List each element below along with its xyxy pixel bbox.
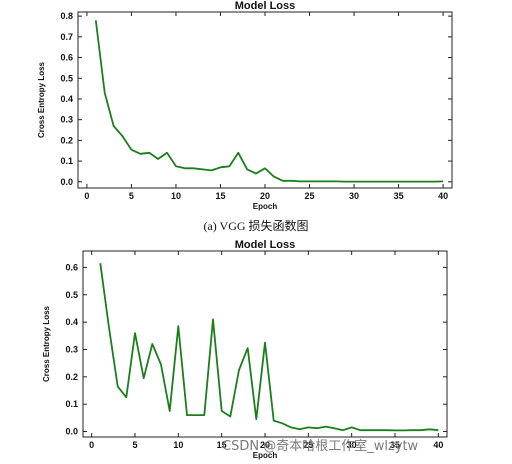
y-tick-label: 0.6 <box>60 53 73 63</box>
x-axis-label: Epoch <box>253 202 278 211</box>
x-tick-label: 0 <box>84 191 89 201</box>
x-tick-label: 5 <box>132 440 137 450</box>
y-tick-label: 0.5 <box>60 73 73 83</box>
y-tick-label: 0.4 <box>60 94 73 104</box>
chart-title: Model Loss <box>235 239 296 251</box>
x-tick-label: 20 <box>260 440 270 450</box>
y-tick-label: 0.3 <box>60 115 73 125</box>
chart-bottom: Model Loss 0 5 10 15 20 25 30 35 40 0.0 0.1 0.2 0.3 0.… <box>42 239 448 460</box>
x-tick-label: 35 <box>390 440 400 450</box>
y-tick-label: 0.6 <box>65 262 78 272</box>
x-tick-label: 25 <box>303 440 313 450</box>
y-axis-label: Cross Entropy Loss <box>42 305 51 382</box>
x-tick-label: 30 <box>349 191 359 201</box>
y-tick-label: 0.1 <box>65 399 78 409</box>
x-tick-label: 20 <box>260 191 270 201</box>
x-tick-label: 40 <box>433 440 443 450</box>
series-line <box>99 263 439 432</box>
chart-top: Model Loss 0 5 10 15 20 25 30 35 40 0.0 0.1 0.2 0.3 0.… <box>37 0 453 211</box>
caption-top: (a) VGG 损失函数图 <box>203 218 308 233</box>
x-tick-label: 10 <box>173 440 183 450</box>
x-tick-label: 5 <box>129 191 134 201</box>
y-tick-label: 0.0 <box>65 427 78 437</box>
chart-title: Model Loss <box>235 0 296 12</box>
y-tick-label: 0.4 <box>65 317 78 327</box>
x-tick-label: 40 <box>438 191 448 201</box>
x-tick-label: 15 <box>217 440 227 450</box>
x-tick-label: 30 <box>347 440 357 450</box>
x-tick-label: 10 <box>171 191 181 201</box>
y-tick-label: 0.0 <box>60 177 73 187</box>
y-tick-label: 0.8 <box>60 11 73 21</box>
x-tick-label: 0 <box>89 440 94 450</box>
watermark: CSDN @奇本哈根工作室_wlzytw <box>222 438 419 454</box>
x-tick-label: 15 <box>215 191 225 201</box>
y-tick-label: 0.3 <box>65 344 78 354</box>
y-tick-label: 0.7 <box>60 32 73 42</box>
plot-frame <box>77 11 453 189</box>
y-tick-label: 0.1 <box>60 156 73 166</box>
y-tick-label: 0.2 <box>60 135 73 145</box>
x-axis-label: Epoch <box>253 451 278 460</box>
y-axis-label: Cross Entropy Loss <box>37 61 46 138</box>
y-tick-label: 0.5 <box>65 290 78 300</box>
y-tick-label: 0.2 <box>65 372 78 382</box>
x-tick-label: 25 <box>305 191 315 201</box>
series-line <box>94 20 444 183</box>
x-tick-label: 35 <box>394 191 404 201</box>
